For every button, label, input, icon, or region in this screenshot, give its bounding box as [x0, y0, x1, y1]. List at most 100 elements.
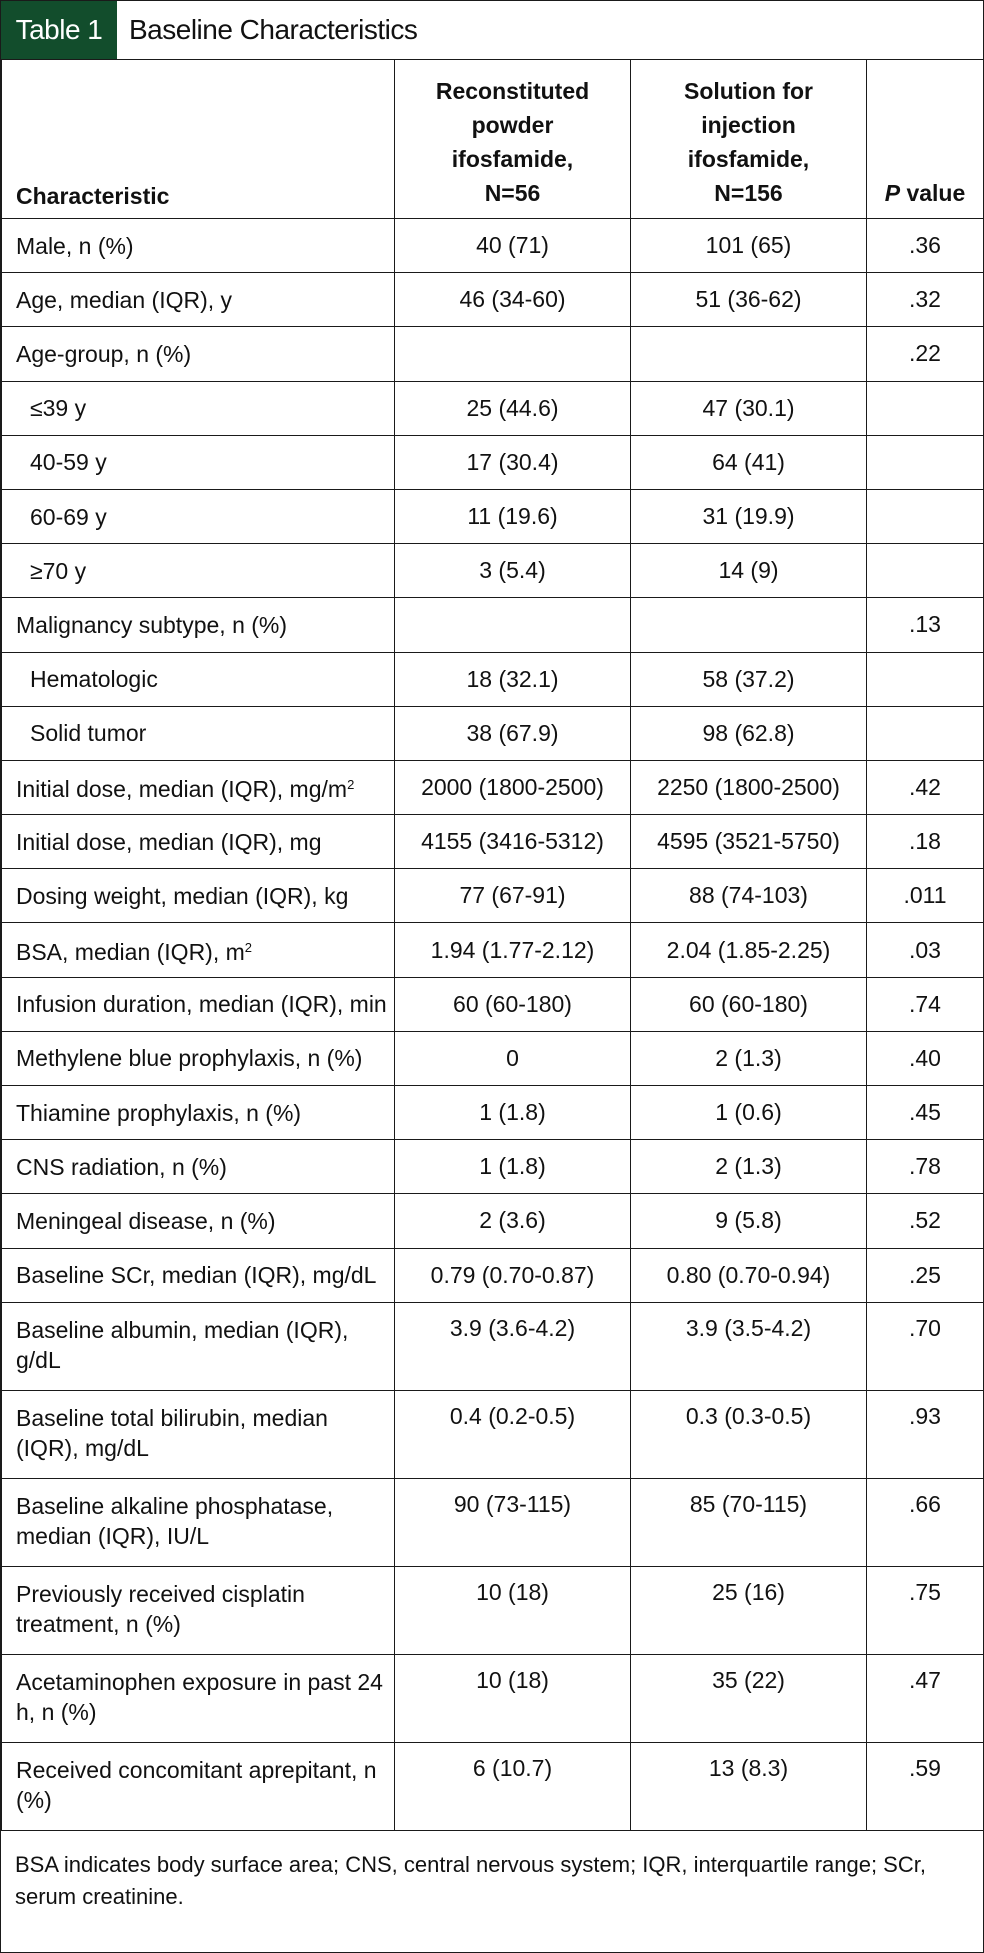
cell-powder: 18 (32.1)	[394, 651, 631, 707]
cell-solution	[630, 326, 867, 382]
row-label: Previously received cisplatin treatment,…	[16, 1580, 305, 1637]
table-row: Initial dose, median (IQR), mg 4155 (3416…	[1, 814, 984, 870]
cell-p: .40	[866, 1030, 984, 1087]
row-label: Hematologic	[30, 666, 158, 693]
cell-solution: 58 (37.2)	[630, 651, 867, 707]
table-row: Baseline total bilirubin, median (IQR), …	[1, 1389, 984, 1479]
cell-solution: 60 (60-180)	[630, 976, 867, 1032]
table-title: Baseline Characteristics	[129, 14, 418, 45]
row-characteristic: Infusion duration, median (IQR), min	[1, 976, 395, 1032]
row-characteristic: Baseline albumin, median (IQR), g/dL	[1, 1301, 395, 1391]
row-characteristic: Acetaminophen exposure in past 24 h, n (…	[1, 1653, 395, 1743]
cell-powder: 40 (71)	[394, 217, 631, 274]
cell-solution: 0.3 (0.3-0.5)	[630, 1389, 867, 1479]
row-label: Received concomitant aprepitant, n (%)	[16, 1756, 377, 1813]
cell-solution: 64 (41)	[630, 434, 867, 490]
table-row: 40-59 y 17 (30.4) 64 (41)	[1, 434, 984, 490]
table-row: Male, n (%) 40 (71) 101 (65) .36	[1, 217, 984, 274]
cell-solution: 9 (5.8)	[630, 1193, 867, 1249]
row-characteristic: Initial dose, median (IQR), mg/m2	[1, 759, 395, 816]
cell-solution: 35 (22)	[630, 1653, 867, 1743]
header-solution-line: N=156	[714, 180, 783, 206]
cell-p	[866, 543, 984, 599]
table-number-label: Table 1	[1, 1, 117, 59]
cell-p: .011	[866, 868, 984, 924]
table-row: Previously received cisplatin treatment,…	[1, 1565, 984, 1655]
table-row: Thiamine prophylaxis, n (%) 1 (1.8) 1 (0.6…	[1, 1084, 984, 1141]
cell-powder	[394, 326, 631, 382]
row-characteristic: ≥70 y	[1, 543, 395, 599]
cell-solution	[630, 597, 867, 653]
row-label: Acetaminophen exposure in past 24 h, n (…	[16, 1668, 383, 1725]
cell-p: .52	[866, 1193, 984, 1249]
cell-solution: 31 (19.9)	[630, 488, 867, 545]
row-label: Age-group, n (%)	[16, 340, 192, 367]
header-row: Characteristic Reconstituted powder ifos…	[1, 59, 984, 219]
cell-p: .59	[866, 1741, 984, 1831]
row-label: BSA, median (IQR), m	[16, 939, 245, 966]
row-label: ≥70 y	[30, 557, 87, 584]
row-characteristic: Male, n (%)	[1, 217, 395, 274]
cell-powder: 77 (67-91)	[394, 868, 631, 924]
cell-solution: 4595 (3521-5750)	[630, 814, 867, 870]
cell-p	[866, 705, 984, 761]
cell-p: .74	[866, 976, 984, 1032]
row-label: Meningeal disease, n (%)	[16, 1207, 276, 1234]
header-powder-line: Reconstituted	[435, 78, 590, 104]
table-row: Meningeal disease, n (%) 2 (3.6) 9 (5.8) .5…	[1, 1193, 984, 1249]
cell-p: .18	[866, 814, 984, 870]
cell-solution: 85 (70-115)	[630, 1477, 867, 1567]
cell-powder: 17 (30.4)	[394, 434, 631, 490]
cell-p: .36	[866, 217, 984, 274]
cell-powder: 10 (18)	[394, 1565, 631, 1655]
row-characteristic: Received concomitant aprepitant, n (%)	[1, 1741, 395, 1831]
cell-powder: 4155 (3416-5312)	[394, 814, 631, 870]
cell-solution: 2.04 (1.85-2.25)	[630, 922, 867, 978]
cell-p: .78	[866, 1139, 984, 1195]
table-row: Dosing weight, median (IQR), kg 77 (67-91…	[1, 868, 984, 924]
cell-powder: 38 (67.9)	[394, 705, 631, 761]
table-row: 60-69 y 11 (19.6) 31 (19.9)	[1, 488, 984, 545]
header-powder-line: powder	[471, 112, 554, 138]
cell-powder: 0.79 (0.70-0.87)	[394, 1247, 631, 1303]
row-characteristic: Age, median (IQR), y	[1, 272, 395, 328]
row-characteristic: Malignancy subtype, n (%)	[1, 597, 395, 653]
cell-powder: 0	[394, 1030, 631, 1087]
row-label: Infusion duration, median (IQR), min	[16, 991, 387, 1018]
cell-powder: 60 (60-180)	[394, 976, 631, 1032]
cell-p: .70	[866, 1301, 984, 1391]
row-characteristic: Hematologic	[1, 651, 395, 707]
cell-p: .42	[866, 759, 984, 816]
row-characteristic: Baseline alkaline phosphatase, median (I…	[1, 1477, 395, 1567]
cell-solution: 98 (62.8)	[630, 705, 867, 761]
table-row: Baseline SCr, median (IQR), mg/dL 0.79 (0…	[1, 1247, 984, 1303]
cell-p: .66	[866, 1477, 984, 1567]
row-label: Initial dose, median (IQR), mg/m	[16, 776, 348, 803]
table-row: Malignancy subtype, n (%) .13	[1, 597, 984, 653]
cell-solution: 88 (74-103)	[630, 868, 867, 924]
row-label: Baseline alkaline phosphatase, median (I…	[16, 1492, 334, 1549]
cell-solution: 13 (8.3)	[630, 1741, 867, 1831]
header-characteristic: Characteristic	[1, 59, 395, 219]
row-label: Thiamine prophylaxis, n (%)	[16, 1099, 302, 1126]
table-row: Acetaminophen exposure in past 24 h, n (…	[1, 1653, 984, 1743]
row-characteristic: CNS radiation, n (%)	[1, 1139, 395, 1195]
cell-solution: 2250 (1800-2500)	[630, 759, 867, 816]
cell-powder: 90 (73-115)	[394, 1477, 631, 1567]
row-label: Dosing weight, median (IQR), kg	[16, 882, 349, 909]
header-powder: Reconstituted powder ifosfamide, N=56	[394, 59, 631, 219]
cell-p: .93	[866, 1389, 984, 1479]
table-row: Initial dose, median (IQR), mg/m2 2000 (1…	[1, 759, 984, 816]
cell-p: .45	[866, 1084, 984, 1141]
table-row: Hematologic 18 (32.1) 58 (37.2)	[1, 651, 984, 707]
row-characteristic: Dosing weight, median (IQR), kg	[1, 868, 395, 924]
row-label: CNS radiation, n (%)	[16, 1153, 227, 1180]
cell-powder: 1.94 (1.77-2.12)	[394, 922, 631, 978]
cell-p	[866, 651, 984, 707]
table-row: Age, median (IQR), y 46 (34-60) 51 (36-62)…	[1, 272, 984, 328]
cell-p	[866, 380, 984, 436]
cell-solution: 2 (1.3)	[630, 1139, 867, 1195]
table-row: Received concomitant aprepitant, n (%) 6 …	[1, 1741, 984, 1831]
row-label: Male, n (%)	[16, 232, 134, 259]
